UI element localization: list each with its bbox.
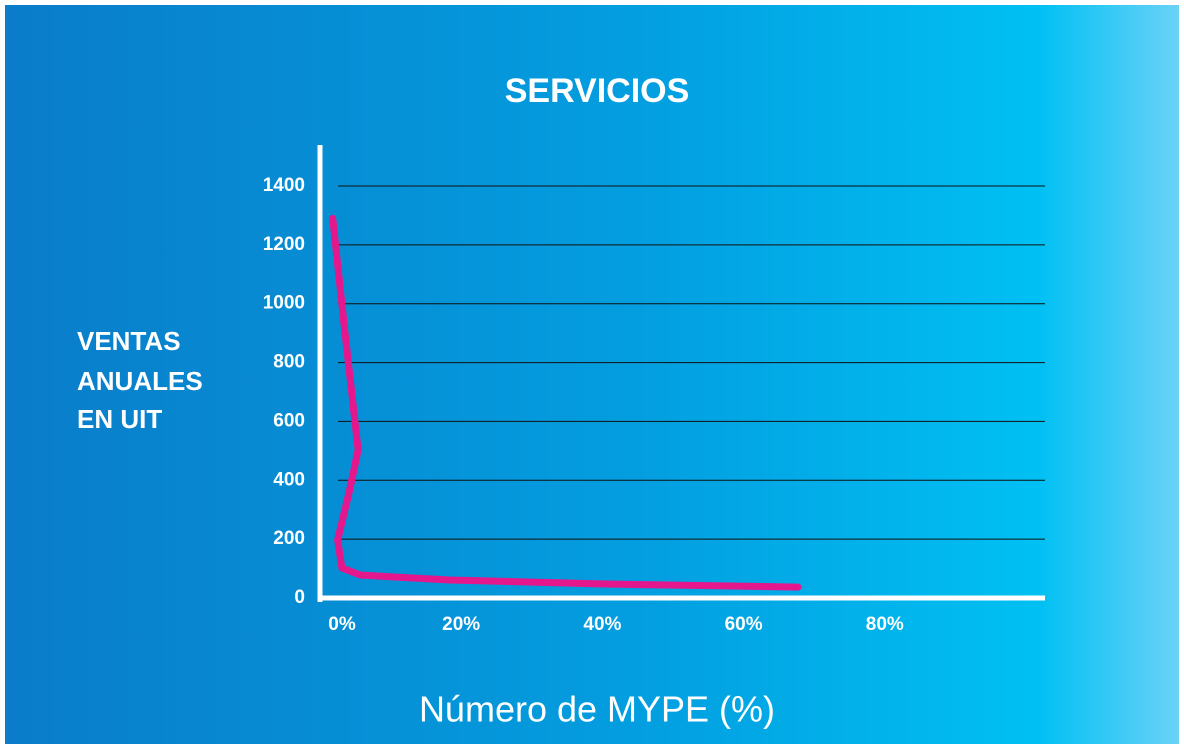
x-tick-label: 20% (442, 614, 480, 635)
y-tick-label: 1400 (263, 175, 305, 196)
y-tick-label: 800 (273, 352, 305, 373)
y-axis-label: EN UIT (77, 404, 162, 434)
x-tick-label: 0% (328, 614, 356, 635)
background (5, 5, 1179, 744)
y-tick-label: 600 (273, 410, 305, 431)
y-tick-label: 400 (273, 469, 305, 490)
x-axis-label: Número de MYPE (%) (419, 689, 775, 730)
y-axis-label: ANUALES (77, 366, 203, 396)
x-tick-label: 60% (725, 614, 763, 635)
x-tick-label: 80% (866, 614, 904, 635)
y-tick-label: 1000 (263, 293, 305, 314)
y-tick-label: 1200 (263, 234, 305, 255)
y-tick-label: 200 (273, 528, 305, 549)
y-tick-label: 0 (294, 587, 305, 608)
x-tick-label: 40% (583, 614, 621, 635)
y-axis-label: VENTAS (77, 326, 181, 356)
data-line (329, 214, 802, 591)
chart-title: SERVICIOS (505, 72, 690, 110)
